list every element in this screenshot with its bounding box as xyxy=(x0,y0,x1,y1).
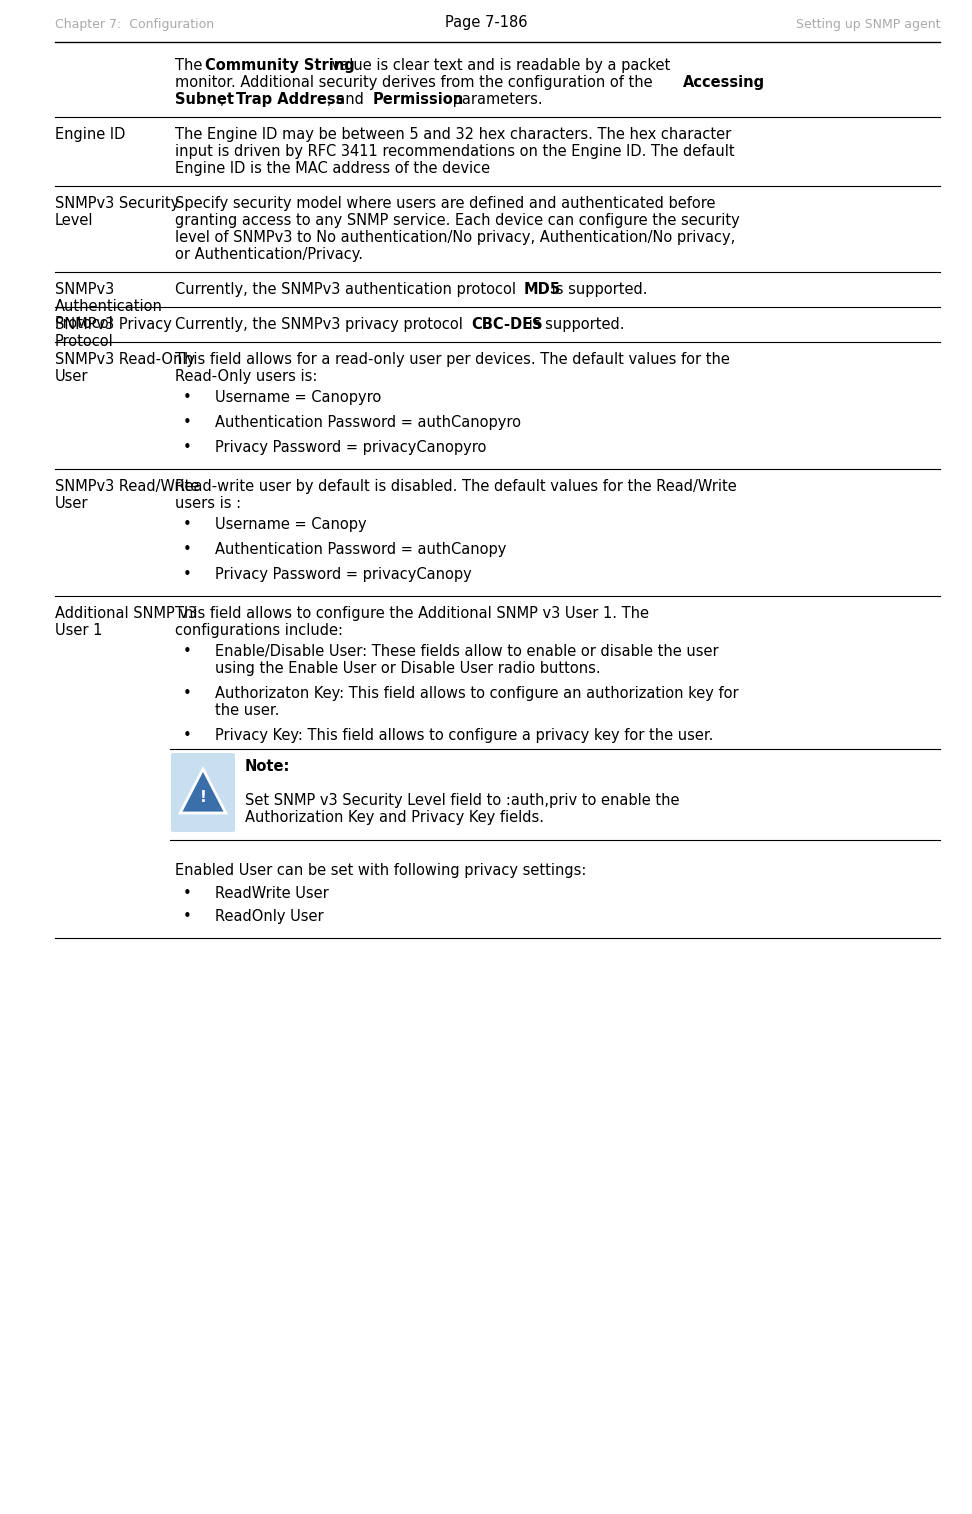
Text: The: The xyxy=(175,58,207,73)
Text: •: • xyxy=(183,415,191,430)
Text: , and: , and xyxy=(327,92,368,107)
Text: Currently, the SNMPv3 authentication protocol: Currently, the SNMPv3 authentication pro… xyxy=(175,282,521,297)
Text: or Authentication/Privacy.: or Authentication/Privacy. xyxy=(175,247,363,262)
Text: •: • xyxy=(183,542,191,557)
Text: SNMPv3: SNMPv3 xyxy=(55,282,115,297)
FancyBboxPatch shape xyxy=(171,752,235,833)
Text: ReadWrite User: ReadWrite User xyxy=(215,886,329,901)
Text: Accessing: Accessing xyxy=(683,76,765,89)
Text: •: • xyxy=(183,728,191,743)
Text: using the Enable User or Disable User radio buttons.: using the Enable User or Disable User ra… xyxy=(215,662,601,675)
Text: users is :: users is : xyxy=(175,497,241,512)
Text: Engine ID: Engine ID xyxy=(55,127,125,142)
Text: Protocol: Protocol xyxy=(55,316,114,332)
Text: Permission: Permission xyxy=(372,92,464,107)
Text: Specify security model where users are defined and authenticated before: Specify security model where users are d… xyxy=(175,195,715,210)
Text: Trap Address: Trap Address xyxy=(235,92,344,107)
Text: !: ! xyxy=(199,789,206,804)
Text: input is driven by RFC 3411 recommendations on the Engine ID. The default: input is driven by RFC 3411 recommendati… xyxy=(175,144,735,159)
Text: monitor. Additional security derives from the configuration of the: monitor. Additional security derives fro… xyxy=(175,76,657,89)
Text: the user.: the user. xyxy=(215,702,279,718)
Text: •: • xyxy=(183,686,191,701)
Text: •: • xyxy=(183,643,191,659)
Text: Username = Canopyro: Username = Canopyro xyxy=(215,391,381,406)
Text: MD5: MD5 xyxy=(524,282,561,297)
Text: Authorization Key and Privacy Key fields.: Authorization Key and Privacy Key fields… xyxy=(245,810,544,825)
Text: CBC-DES: CBC-DES xyxy=(470,316,542,332)
Text: Enabled User can be set with following privacy settings:: Enabled User can be set with following p… xyxy=(175,863,586,878)
Text: This field allows to configure the Additional SNMP v3 User 1. The: This field allows to configure the Addit… xyxy=(175,606,649,621)
Text: •: • xyxy=(183,908,191,924)
Text: SNMPv3 Security: SNMPv3 Security xyxy=(55,195,179,210)
Text: Chapter 7:  Configuration: Chapter 7: Configuration xyxy=(55,18,214,30)
Text: Currently, the SNMPv3 privacy protocol: Currently, the SNMPv3 privacy protocol xyxy=(175,316,468,332)
Text: configurations include:: configurations include: xyxy=(175,622,343,637)
Text: Authentication Password = authCanopy: Authentication Password = authCanopy xyxy=(215,542,506,557)
Text: Authorizaton Key: This field allows to configure an authorization key for: Authorizaton Key: This field allows to c… xyxy=(215,686,739,701)
Text: is supported.: is supported. xyxy=(524,316,624,332)
Text: Username = Canopy: Username = Canopy xyxy=(215,516,366,531)
Text: •: • xyxy=(183,516,191,531)
Polygon shape xyxy=(180,769,226,813)
Text: SNMPv3 Read/Write: SNMPv3 Read/Write xyxy=(55,478,199,494)
Text: User: User xyxy=(55,369,88,385)
Text: Set SNMP v3 Security Level field to :auth,priv to enable the: Set SNMP v3 Security Level field to :aut… xyxy=(245,793,679,808)
Text: Privacy Password = privacyCanopyro: Privacy Password = privacyCanopyro xyxy=(215,441,486,456)
Text: Authentication Password = authCanopyro: Authentication Password = authCanopyro xyxy=(215,415,521,430)
Text: Read-write user by default is disabled. The default values for the Read/Write: Read-write user by default is disabled. … xyxy=(175,478,737,494)
Text: Protocol: Protocol xyxy=(55,335,114,350)
Text: parameters.: parameters. xyxy=(448,92,542,107)
Text: •: • xyxy=(183,391,191,406)
Text: level of SNMPv3 to No authentication/No privacy, Authentication/No privacy,: level of SNMPv3 to No authentication/No … xyxy=(175,230,735,245)
Text: Enable/Disable User: These fields allow to enable or disable the user: Enable/Disable User: These fields allow … xyxy=(215,643,718,659)
Text: SNMPv3 Read-Only: SNMPv3 Read-Only xyxy=(55,351,195,366)
Text: Page 7-186: Page 7-186 xyxy=(445,15,527,30)
Text: •: • xyxy=(183,441,191,456)
Text: Community String: Community String xyxy=(205,58,355,73)
Text: Setting up SNMP agent: Setting up SNMP agent xyxy=(795,18,940,30)
Text: granting access to any SNMP service. Each device can configure the security: granting access to any SNMP service. Eac… xyxy=(175,213,740,229)
Text: Subnet: Subnet xyxy=(175,92,234,107)
Text: Engine ID is the MAC address of the device: Engine ID is the MAC address of the devi… xyxy=(175,160,490,176)
Text: is supported.: is supported. xyxy=(546,282,647,297)
Text: •: • xyxy=(183,568,191,581)
Text: Level: Level xyxy=(55,213,93,229)
Text: The Engine ID may be between 5 and 32 hex characters. The hex character: The Engine ID may be between 5 and 32 he… xyxy=(175,127,731,142)
Text: •: • xyxy=(183,886,191,901)
Text: SNMPv3 Privacy: SNMPv3 Privacy xyxy=(55,316,172,332)
Text: Note:: Note: xyxy=(245,759,291,774)
Text: ReadOnly User: ReadOnly User xyxy=(215,908,324,924)
Text: Privacy Key: This field allows to configure a privacy key for the user.: Privacy Key: This field allows to config… xyxy=(215,728,713,743)
Text: Additional SNMP v3: Additional SNMP v3 xyxy=(55,606,197,621)
Text: value is clear text and is readable by a packet: value is clear text and is readable by a… xyxy=(327,58,670,73)
Text: Authentication: Authentication xyxy=(55,298,163,313)
Text: Privacy Password = privacyCanopy: Privacy Password = privacyCanopy xyxy=(215,568,471,581)
Text: User: User xyxy=(55,497,88,512)
Text: This field allows for a read-only user per devices. The default values for the: This field allows for a read-only user p… xyxy=(175,351,730,366)
Text: Read-Only users is:: Read-Only users is: xyxy=(175,369,318,385)
Text: ,: , xyxy=(221,92,229,107)
Text: User 1: User 1 xyxy=(55,622,102,637)
